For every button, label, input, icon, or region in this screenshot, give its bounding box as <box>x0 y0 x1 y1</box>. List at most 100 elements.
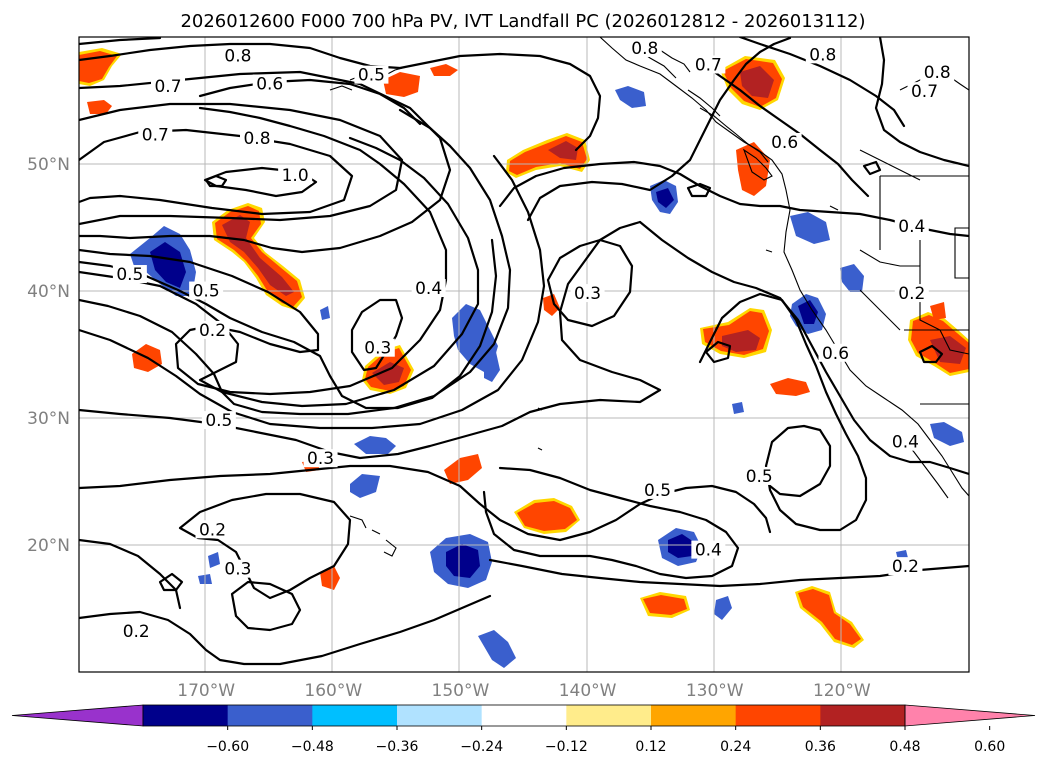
anomaly-positive-small <box>770 378 810 396</box>
anomaly-positive-1 <box>212 203 305 310</box>
pv-contour-label: 0.3 <box>220 559 255 580</box>
pv-contour-label: 0.8 <box>240 129 274 149</box>
pv-contour-0.4-south <box>482 466 740 580</box>
pv-contour-loop2 <box>686 182 712 198</box>
pv-contour-label-bg <box>805 45 840 64</box>
pv-contour-label-text: 0.6 <box>771 133 798 153</box>
pv-contour-label-text: 0.2 <box>892 557 919 577</box>
pv-contour-label-text: 0.6 <box>822 344 849 364</box>
pv-contour-label-text: 0.7 <box>142 125 169 145</box>
pv-contour-label: 0.2 <box>119 621 154 642</box>
pv-contour-label: 0.8 <box>627 38 662 59</box>
pv-contour-label-text: 0.5 <box>746 467 773 487</box>
pv-contour-label: 0.5 <box>189 281 224 302</box>
pv-contour-0.3-sw <box>178 492 352 600</box>
colorbar-segment <box>312 705 398 726</box>
anomaly-positive-5 <box>720 56 785 110</box>
colorbar: −0.60 −0.48 −0.36 −0.24 −0.12 0.12 0.24 0.36 0.4… <box>11 704 1036 755</box>
colorbar-tick-label: 0.24 <box>720 739 751 755</box>
pv-contour-label-bg <box>888 432 923 451</box>
pv-contour-label: 0.2 <box>195 520 230 540</box>
pv-contour-label-text: 0.2 <box>898 284 925 304</box>
pv-contour-label: 0.3 <box>570 284 605 304</box>
pv-contour-label: 0.6 <box>767 132 802 153</box>
pv-contour-label: 1.0 <box>278 165 313 186</box>
pv-contour-label-bg <box>640 480 675 499</box>
pv-contour-label-text: 0.5 <box>644 481 671 501</box>
lon-tick-label: 170°W <box>177 681 235 701</box>
anomaly-positive-small <box>736 142 770 196</box>
pv-contour-label: 0.8 <box>220 46 255 67</box>
colorbar-tick-label: −0.12 <box>545 739 588 755</box>
pv-contour-label: 0.4 <box>894 216 929 237</box>
colorbar-segment <box>481 705 567 726</box>
pv-contour-label: 0.2 <box>195 320 230 341</box>
pv-contour-label-text: 0.8 <box>224 47 251 67</box>
pv-contour-label-text: 0.3 <box>364 339 391 359</box>
pv-contour-label-text: 0.8 <box>631 39 658 59</box>
pv-contour-label: 0.2 <box>888 557 923 577</box>
pv-contour-label: 0.4 <box>888 432 923 453</box>
anomaly-positive-small <box>87 100 112 114</box>
anomaly-negative-small <box>208 552 220 568</box>
chart-title: 2026012600 F000 700 hPa PV, IVT Landfall… <box>180 11 865 32</box>
pv-contour-label-bg <box>151 77 185 96</box>
pv-contour-label-bg <box>767 132 802 151</box>
colorbar-segment <box>227 705 313 726</box>
anomaly-positive-6 <box>700 308 772 358</box>
colorbar-segment <box>566 705 652 726</box>
pv-contour-0.2 <box>79 154 546 430</box>
pv-contour-label-bg <box>691 55 726 74</box>
pv-contour-label: 0.7 <box>138 125 173 145</box>
anomaly-positive-small <box>430 64 458 76</box>
pv-contour-label-bg <box>818 343 853 362</box>
pv-contour-0.2-south <box>488 558 969 588</box>
pv-contour-label: 0.7 <box>907 82 942 102</box>
anomaly-positive-8 <box>514 498 580 534</box>
pv-contour-0.6-nw <box>79 42 602 152</box>
pv-contour-label-bg <box>112 265 147 284</box>
lon-tick-label: 150°W <box>432 681 490 701</box>
pv-contour-0.2-east <box>498 160 969 238</box>
pv-contour-label-bg <box>220 46 255 65</box>
lon-tick-label: 160°W <box>304 681 362 701</box>
lon-tick-label: 120°W <box>813 681 871 701</box>
anomaly-negative-small <box>790 212 830 244</box>
pv-contour-label-bg <box>303 449 338 468</box>
colorbar-tick-label: 0.12 <box>635 739 666 755</box>
anomaly-negative-small <box>732 402 744 414</box>
pv-contour-0.5 <box>79 106 448 396</box>
anomaly-positive-small <box>543 294 560 316</box>
colorbar-segment <box>820 705 906 726</box>
colorbar-tick-label: 0.48 <box>889 739 920 755</box>
lat-tick-label: 50°N <box>27 155 70 175</box>
pv-contour-label-bg <box>360 338 395 357</box>
pv-contour-label-text: 0.4 <box>898 217 925 237</box>
pv-contour-0.3-east <box>546 238 634 328</box>
pv-contour-label-text: 0.4 <box>695 541 722 561</box>
pv-contour-label-bg <box>278 165 313 184</box>
pv-contour-loop4 <box>158 572 184 592</box>
anomaly-negative-small <box>615 86 646 108</box>
anomaly-negative-1 <box>130 226 196 296</box>
colorbar-segment <box>735 705 821 726</box>
pv-contour-label-text: 0.2 <box>199 520 226 540</box>
pv-contour-label: 0.5 <box>112 265 147 285</box>
longitude-labels: 170°W 160°W 150°W 140°W 130°W 120°W <box>177 681 871 701</box>
pv-contour-label-bg <box>240 129 274 148</box>
pv-contour-label-bg <box>691 540 726 559</box>
pv-contour-ne <box>874 37 969 168</box>
pv-contour-label-bg <box>252 74 287 93</box>
pv-contour-label-text: 0.5 <box>358 66 385 86</box>
lat-tick-label: 20°N <box>27 536 70 556</box>
pv-contour-label: 0.3 <box>303 449 338 469</box>
pv-contour-0.5-nw <box>198 78 422 126</box>
anomaly-positive-small <box>930 302 946 320</box>
pv-contour-label-bg <box>189 281 224 300</box>
pv-contour-loop3 <box>204 174 228 188</box>
pv-contour-label: 0.4 <box>691 540 726 561</box>
pv-contour-label-text: 0.7 <box>695 55 722 75</box>
pv-contour-label-bg <box>195 320 230 339</box>
pv-contour-label: 0.7 <box>691 55 726 75</box>
pv-contour-label-text: 0.7 <box>154 77 181 97</box>
